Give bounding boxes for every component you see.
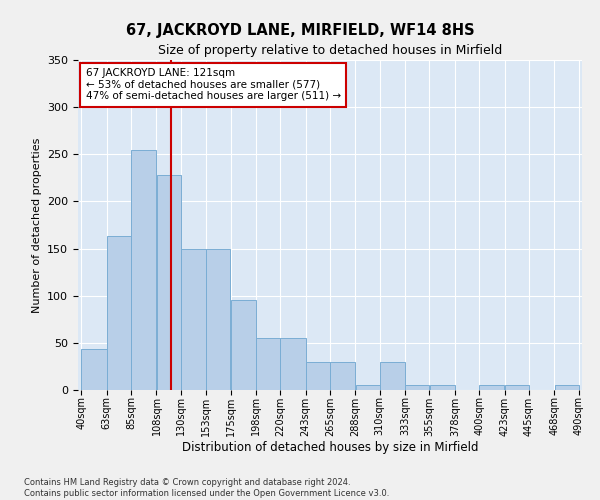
Bar xyxy=(356,386,380,390)
Bar xyxy=(230,300,256,390)
Bar xyxy=(256,338,280,390)
Text: Contains HM Land Registry data © Crown copyright and database right 2024.
Contai: Contains HM Land Registry data © Crown c… xyxy=(24,478,389,498)
X-axis label: Distribution of detached houses by size in Mirfield: Distribution of detached houses by size … xyxy=(182,441,478,454)
Bar xyxy=(505,386,529,390)
Bar xyxy=(206,248,230,390)
Bar xyxy=(406,386,430,390)
Bar xyxy=(131,150,157,390)
Title: Size of property relative to detached houses in Mirfield: Size of property relative to detached ho… xyxy=(158,44,502,58)
Bar xyxy=(157,175,181,390)
Bar xyxy=(181,248,206,390)
Bar xyxy=(82,350,107,390)
Bar xyxy=(380,362,405,390)
Bar xyxy=(430,386,455,390)
Bar xyxy=(479,386,505,390)
Bar xyxy=(306,362,330,390)
Text: 67 JACKROYD LANE: 121sqm
← 53% of detached houses are smaller (577)
47% of semi-: 67 JACKROYD LANE: 121sqm ← 53% of detach… xyxy=(86,68,341,102)
Bar xyxy=(554,386,578,390)
Y-axis label: Number of detached properties: Number of detached properties xyxy=(32,138,41,312)
Bar xyxy=(107,236,131,390)
Bar xyxy=(330,362,355,390)
Text: 67, JACKROYD LANE, MIRFIELD, WF14 8HS: 67, JACKROYD LANE, MIRFIELD, WF14 8HS xyxy=(125,22,475,38)
Bar xyxy=(280,338,305,390)
